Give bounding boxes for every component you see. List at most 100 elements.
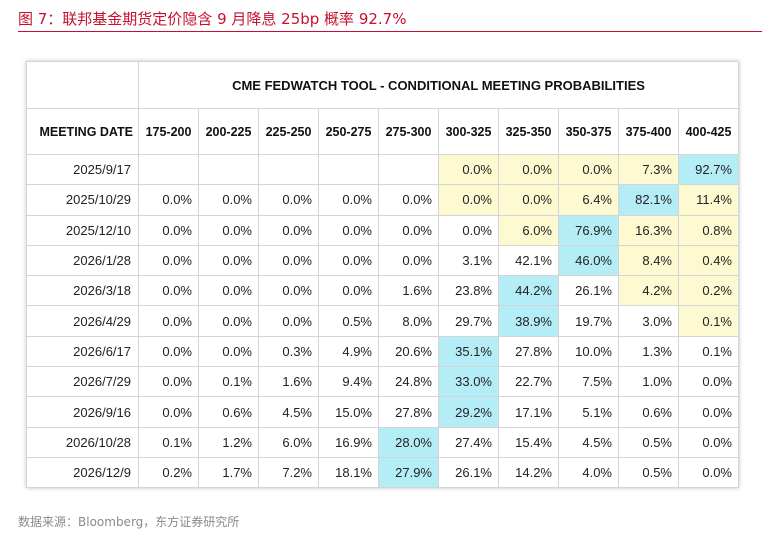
probability-cell: 11.4% (678, 184, 739, 216)
table-row: 2026/1/28 0.0% 0.0% 0.0% 0.0% 0.0% 3.1% 42.1% 46… (26, 244, 739, 277)
probability-cell: 16.9% (318, 426, 379, 458)
probability-cell: 1.0% (618, 366, 679, 398)
probability-cell: 6.4% (558, 184, 619, 216)
probability-cell: 1.6% (378, 275, 439, 307)
column-header-rate-range: 400-425 (678, 108, 739, 155)
probability-cell: 7.2% (258, 456, 319, 489)
probability-cell: 22.7% (498, 366, 559, 398)
meeting-date-cell: 2026/3/18 (26, 275, 139, 307)
probability-cell: 27.9% (378, 456, 439, 489)
probability-cell: 4.9% (318, 335, 379, 368)
probability-cell: 92.7% (678, 153, 739, 186)
probability-cell: 18.1% (318, 456, 379, 489)
column-header-rate-range: 375-400 (618, 108, 679, 155)
probability-cell: 0.0% (198, 184, 259, 216)
probability-cell: 0.0% (438, 153, 499, 186)
figure-title: 图 7：联邦基金期货定价隐含 9 月降息 25bp 概率 92.7% (18, 10, 407, 28)
probability-cell: 0.0% (498, 184, 559, 216)
probability-cell: 0.0% (198, 214, 259, 246)
table-row: 2026/3/18 0.0% 0.0% 0.0% 0.0% 1.6% 23.8% 44.2% 2… (26, 275, 739, 307)
column-header-rate-range: 200-225 (198, 108, 259, 155)
probability-cell: 23.8% (438, 275, 499, 307)
probability-cell: 0.0% (678, 456, 739, 489)
table-corner-cell (26, 61, 139, 109)
probability-cell: 1.3% (618, 335, 679, 368)
probability-cell: 0.0% (678, 426, 739, 458)
probability-cell: 0.0% (438, 214, 499, 246)
table-row: 2026/9/16 0.0% 0.6% 4.5% 15.0% 27.8% 29.2% 17.1… (26, 396, 739, 428)
table-title: CME FEDWATCH TOOL - CONDITIONAL MEETING … (138, 61, 739, 109)
probability-cell: 8.4% (618, 244, 679, 277)
column-header-rate-range: 275-300 (378, 108, 439, 155)
probability-cell: 0.0% (138, 184, 199, 216)
probability-cell: 4.2% (618, 275, 679, 307)
meeting-date-cell: 2026/1/28 (26, 244, 139, 277)
probability-cell: 0.0% (258, 305, 319, 337)
probability-cell: 6.0% (498, 214, 559, 246)
probability-cell: 7.3% (618, 153, 679, 186)
table-row: 2025/12/10 0.0% 0.0% 0.0% 0.0% 0.0% 0.0% 6.0% 76… (26, 214, 739, 246)
probability-cell: 0.0% (318, 214, 379, 246)
probability-cell: 46.0% (558, 244, 619, 277)
probability-cell: 19.7% (558, 305, 619, 337)
probability-cell: 9.4% (318, 366, 379, 398)
probability-cell: 3.0% (618, 305, 679, 337)
meeting-date-cell: 2026/10/28 (26, 426, 139, 458)
column-header-rate-range: 175-200 (138, 108, 199, 155)
probability-cell: 0.0% (318, 275, 379, 307)
column-header-meeting-date: MEETING DATE (26, 108, 139, 155)
probability-cell (138, 153, 199, 186)
probability-cell: 0.0% (258, 244, 319, 277)
probability-cell: 1.2% (198, 426, 259, 458)
probability-cell: 4.5% (558, 426, 619, 458)
probability-cell: 0.0% (258, 275, 319, 307)
probability-cell: 0.0% (138, 366, 199, 398)
probability-cell: 0.1% (138, 426, 199, 458)
probability-cell: 0.0% (258, 214, 319, 246)
probability-cell: 0.0% (258, 184, 319, 216)
probability-cell: 0.6% (198, 396, 259, 428)
probability-cell: 35.1% (438, 335, 499, 368)
probability-cell (378, 153, 439, 186)
table-row: 2026/6/17 0.0% 0.0% 0.3% 4.9% 20.6% 35.1% 27.8%… (26, 335, 739, 368)
column-header-rate-range: 350-375 (558, 108, 619, 155)
meeting-date-cell: 2025/9/17 (26, 153, 139, 186)
meeting-date-cell: 2025/10/29 (26, 184, 139, 216)
probability-cell: 0.0% (198, 275, 259, 307)
probability-cell: 26.1% (558, 275, 619, 307)
probability-cell: 38.9% (498, 305, 559, 337)
column-header-rate-range: 300-325 (438, 108, 499, 155)
probability-cell: 15.0% (318, 396, 379, 428)
probability-cell: 0.0% (558, 153, 619, 186)
probability-cell: 0.6% (618, 396, 679, 428)
probability-cell: 29.2% (438, 396, 499, 428)
probability-cell: 0.3% (258, 335, 319, 368)
title-divider (18, 31, 762, 32)
probability-cell: 27.8% (378, 396, 439, 428)
fedwatch-probability-table: CME FEDWATCH TOOL - CONDITIONAL MEETING … (26, 61, 739, 489)
probability-cell: 24.8% (378, 366, 439, 398)
column-header-rate-range: 225-250 (258, 108, 319, 155)
probability-cell: 27.4% (438, 426, 499, 458)
probability-cell: 0.0% (678, 366, 739, 398)
probability-cell: 0.5% (618, 426, 679, 458)
table-row: 2026/7/29 0.0% 0.1% 1.6% 9.4% 24.8% 33.0% 22.7%… (26, 366, 739, 398)
probability-cell: 0.2% (678, 275, 739, 307)
probability-cell: 1.7% (198, 456, 259, 489)
probability-cell: 3.1% (438, 244, 499, 277)
probability-cell: 0.0% (378, 244, 439, 277)
probability-cell: 0.1% (678, 335, 739, 368)
probability-cell: 7.5% (558, 366, 619, 398)
table-body: 2025/9/17 0.0% 0.0% 0.0% 7.3% 92.7% 2025/10/29… (26, 153, 739, 489)
probability-cell: 0.5% (618, 456, 679, 489)
table-row: 2026/4/29 0.0% 0.0% 0.0% 0.5% 8.0% 29.7% 38.9% 1… (26, 305, 739, 337)
probability-table-container: CME FEDWATCH TOOL - CONDITIONAL MEETING … (26, 61, 739, 489)
probability-cell: 10.0% (558, 335, 619, 368)
probability-cell (318, 153, 379, 186)
probability-cell: 0.1% (678, 305, 739, 337)
probability-cell: 0.0% (378, 184, 439, 216)
probability-cell: 0.0% (678, 396, 739, 428)
probability-cell: 15.4% (498, 426, 559, 458)
probability-cell: 0.0% (138, 305, 199, 337)
probability-cell: 8.0% (378, 305, 439, 337)
